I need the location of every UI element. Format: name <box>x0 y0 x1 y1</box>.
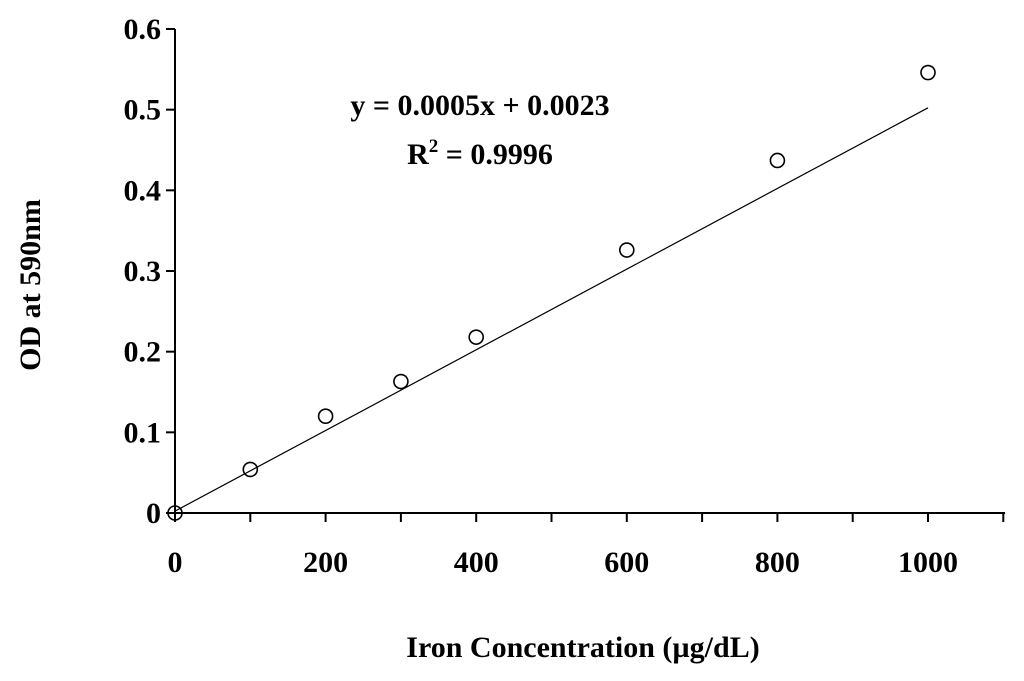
x-tick-label: 1000 <box>898 546 958 579</box>
r-squared-prefix: R <box>407 138 429 171</box>
x-tick-label: 600 <box>604 546 649 579</box>
data-point <box>618 242 635 258</box>
x-axis-ticks: 0 200 400 600 800 1000 <box>168 513 1005 579</box>
data-points <box>167 64 936 521</box>
r-squared-value: = 0.9996 <box>438 138 553 171</box>
x-tick-label: 800 <box>755 546 800 579</box>
y-tick-label: 0 <box>146 497 161 530</box>
y-tick-label: 0.4 <box>124 174 162 207</box>
x-tick-label: 0 <box>168 546 183 579</box>
r-squared-label: R2 = 0.9996 <box>407 136 553 171</box>
trendline-equation: y = 0.0005x + 0.0023 <box>350 89 609 122</box>
y-axis-title: OD at 590nm <box>14 199 47 371</box>
y-tick-label: 0.3 <box>124 255 162 288</box>
y-axis-ticks: 0 0.1 0.2 0.3 0.4 0.5 0.6 <box>124 13 175 530</box>
x-tick-label: 400 <box>454 546 499 579</box>
data-point <box>769 152 786 169</box>
y-tick-label: 0.1 <box>124 416 162 449</box>
y-tick-label: 0.6 <box>124 13 162 46</box>
x-axis-title: Iron Concentration (µg/dL) <box>406 631 759 664</box>
data-point <box>920 64 936 81</box>
data-point <box>468 329 485 345</box>
x-tick-label: 200 <box>303 546 348 579</box>
trendline <box>174 107 929 512</box>
data-point <box>167 505 183 521</box>
data-point <box>242 461 259 478</box>
data-point <box>393 373 409 390</box>
y-tick-label: 0.2 <box>124 336 162 369</box>
data-point <box>317 408 334 425</box>
y-tick-label: 0.5 <box>124 94 162 127</box>
r-squared-exponent: 2 <box>429 136 439 157</box>
